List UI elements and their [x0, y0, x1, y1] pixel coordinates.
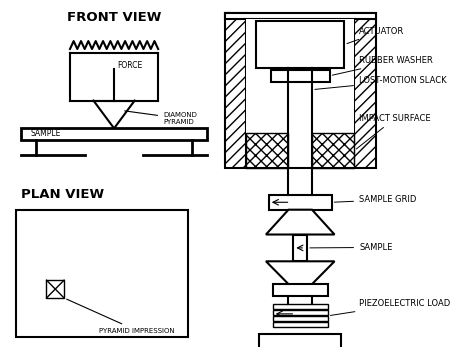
Text: FORCE: FORCE — [117, 61, 142, 70]
Polygon shape — [266, 261, 335, 284]
Bar — [289, 68, 312, 168]
Text: FRONT VIEW: FRONT VIEW — [67, 11, 161, 24]
Bar — [293, 235, 307, 261]
Text: IMPACT SURFACE: IMPACT SURFACE — [356, 114, 431, 149]
Bar — [273, 304, 328, 309]
Bar — [256, 21, 344, 68]
Bar — [354, 13, 376, 168]
Text: ACTUATOR: ACTUATOR — [347, 27, 404, 44]
Bar — [225, 13, 246, 168]
Text: PYRAMID IMPRESSION: PYRAMID IMPRESSION — [67, 299, 175, 334]
Bar — [246, 19, 354, 168]
Text: PIEZOELECTRIC LOAD: PIEZOELECTRIC LOAD — [330, 300, 450, 315]
Text: SAMPLE: SAMPLE — [31, 129, 61, 138]
Bar — [273, 284, 328, 296]
Bar — [16, 210, 188, 337]
Bar — [289, 168, 312, 195]
Bar — [225, 13, 376, 19]
Text: STRAIN GAUGE LOAD: STRAIN GAUGE LOAD — [0, 347, 1, 348]
Bar — [21, 128, 207, 140]
Bar — [273, 316, 328, 321]
Text: LOST-MOTION SLACK: LOST-MOTION SLACK — [315, 76, 447, 89]
Bar — [46, 280, 64, 298]
Bar — [312, 133, 354, 168]
Bar — [273, 322, 328, 327]
Bar — [246, 133, 289, 168]
Polygon shape — [266, 210, 335, 235]
Bar — [273, 310, 328, 315]
Bar — [271, 70, 329, 82]
Text: SAMPLE GRID: SAMPLE GRID — [334, 195, 416, 204]
Bar — [289, 296, 312, 304]
Bar — [259, 334, 341, 348]
Text: PLAN VIEW: PLAN VIEW — [21, 188, 104, 201]
Text: SAMPLE: SAMPLE — [310, 243, 392, 252]
Text: RUBBER WASHER: RUBBER WASHER — [332, 56, 433, 75]
Bar — [269, 195, 332, 210]
Text: DIAMOND
PYRAMID: DIAMOND PYRAMID — [125, 111, 197, 125]
